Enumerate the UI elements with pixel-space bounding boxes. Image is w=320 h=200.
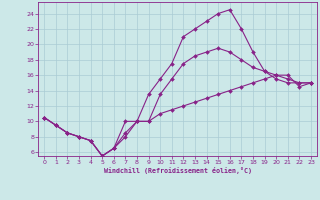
X-axis label: Windchill (Refroidissement éolien,°C): Windchill (Refroidissement éolien,°C) <box>104 167 252 174</box>
